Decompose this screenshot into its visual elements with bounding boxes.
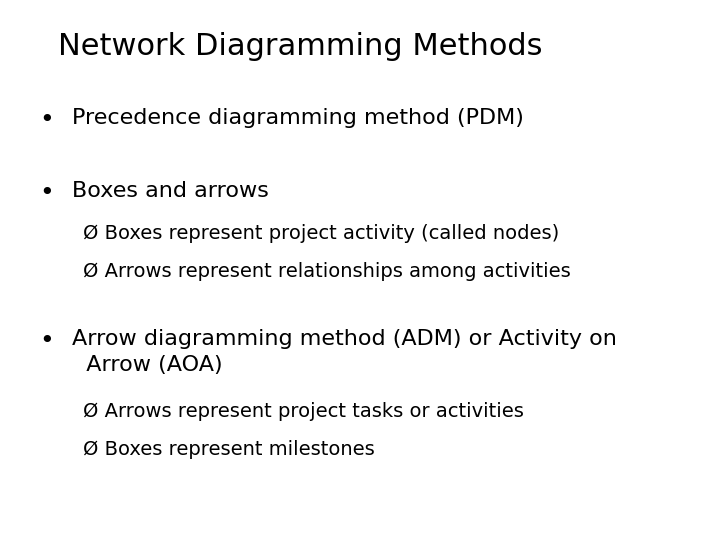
Text: Network Diagramming Methods: Network Diagramming Methods [58, 32, 542, 62]
Text: •: • [40, 181, 54, 205]
Text: Ø Arrows represent relationships among activities: Ø Arrows represent relationships among a… [83, 262, 570, 281]
Text: Ø Boxes represent milestones: Ø Boxes represent milestones [83, 440, 374, 459]
Text: Boxes and arrows: Boxes and arrows [72, 181, 269, 201]
Text: Arrow diagramming method (ADM) or Activity on
  Arrow (AOA): Arrow diagramming method (ADM) or Activi… [72, 329, 617, 375]
Text: Ø Boxes represent project activity (called nodes): Ø Boxes represent project activity (call… [83, 224, 559, 243]
Text: •: • [40, 108, 54, 132]
Text: Precedence diagramming method (PDM): Precedence diagramming method (PDM) [72, 108, 524, 128]
Text: Ø Arrows represent project tasks or activities: Ø Arrows represent project tasks or acti… [83, 402, 523, 421]
Text: •: • [40, 329, 54, 353]
